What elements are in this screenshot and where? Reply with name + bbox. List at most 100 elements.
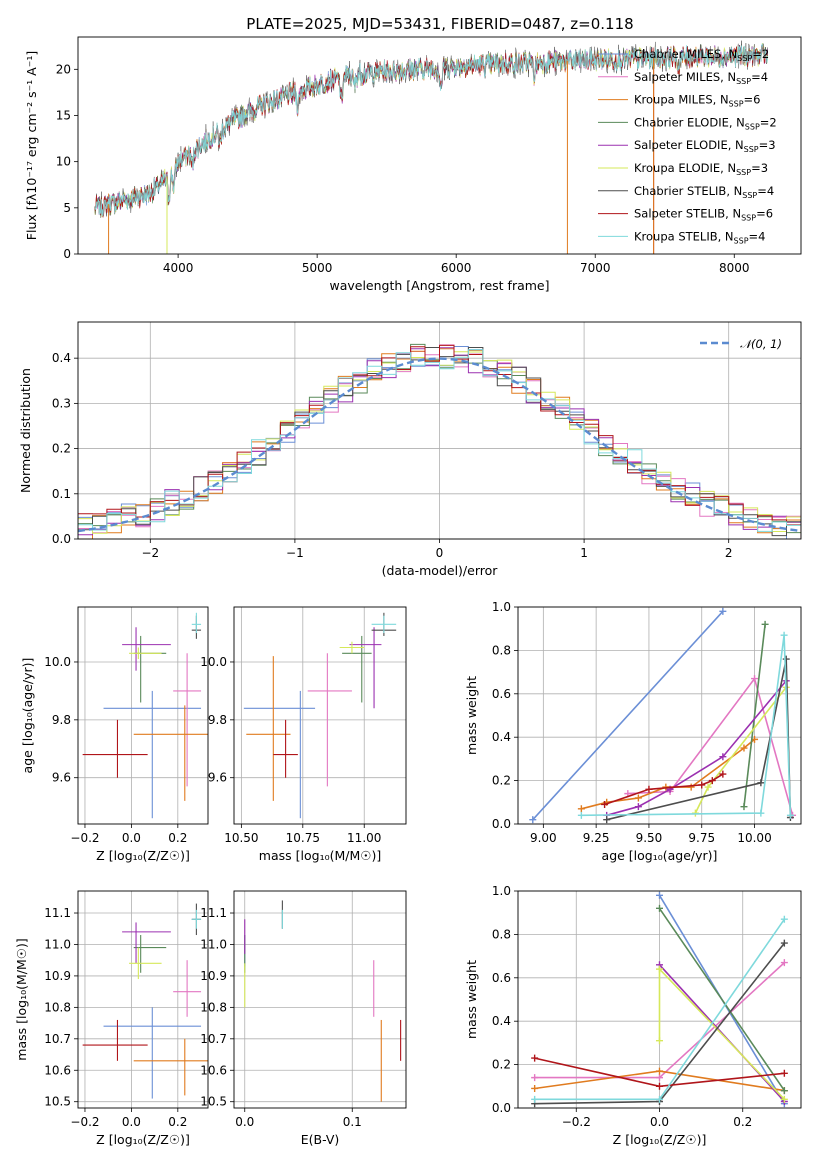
errorbar-kroupa-stelib: [191, 612, 202, 634]
weight-marker: [656, 1082, 663, 1090]
y-axis-label: mass weight: [464, 960, 479, 1039]
y-tick-label: 9.6: [52, 771, 71, 785]
weight-marker: [740, 803, 748, 811]
weight-marker: [577, 805, 585, 813]
y-tick-label: 0.8: [492, 927, 511, 941]
y-tick-label: 9.8: [208, 713, 227, 727]
errorbar-kroupa-stelib: [191, 909, 202, 929]
y-tick-label: 11.1: [200, 906, 227, 920]
x-tick-label: 7000: [580, 261, 611, 275]
legend-entry: Salpeter STELIB, NSSP=6: [634, 207, 773, 223]
errorbar-kroupa-miles: [133, 1038, 208, 1096]
y-tick-label: 10.8: [200, 1000, 227, 1014]
x-tick-label: −0.2: [70, 831, 99, 845]
errorbar-kroupa-elodie: [129, 647, 162, 660]
spectrum-line-kroupa-stelib: [94, 43, 768, 217]
x-tick-label: 1: [580, 546, 588, 560]
errorbar-salpeter-stelib: [273, 719, 298, 778]
y-tick-label: 0.6: [492, 971, 511, 985]
mass-weight-vs-metallicity-panel: −0.2 0.0 0.2 0.0 0.2 0.4 0.6 0.8 1.0 Z [log₁₀(Z/Z…: [464, 884, 802, 1147]
ticks: 0.0 0.1 10.5 10.6 10.7 10.8 10.9 11.0 11.1: [200, 906, 362, 1129]
x-axis-label: E(B-V): [301, 1132, 340, 1147]
errorbar-kroupa-elodie: [339, 641, 365, 654]
errorbar-chabrier-miles: [103, 1007, 202, 1099]
x-tick-label: 0.1: [343, 1115, 362, 1129]
y-tick-label: 10.6: [44, 1063, 71, 1077]
grid: [234, 891, 406, 1108]
errorbar-kroupa-miles: [133, 705, 208, 801]
y-tick-label: 11.0: [200, 937, 227, 951]
legend: Chabrier MILES, NSSP=2 Salpeter MILES, NS…: [598, 47, 777, 245]
errorbar-chabrier-elodie: [342, 635, 372, 703]
x-axis-label: wavelength [Angstrom, rest frame]: [329, 278, 549, 293]
x-tick-label: 0.2: [168, 831, 187, 845]
errorbar-kroupa-miles: [246, 656, 291, 801]
y-tick-label: 0.0: [492, 1101, 511, 1115]
residuals-panel: −2 −1 0 1 2 0.0 0.1 0.2 0.3 0.4 (data-model)/error…: [18, 321, 802, 578]
plot-frame: [517, 890, 802, 1109]
weight-marker: [719, 770, 727, 778]
errorbar-salpeter-stelib: [82, 719, 148, 778]
age-vs-mass-panel: 10.50 10.75 11.00 9.6 9.8 10.0 mass [log₁₀(M/M…: [200, 606, 407, 863]
y-tick-label: 0.2: [52, 442, 71, 456]
plot-frame: [77, 36, 802, 255]
y-tick-label: 0.1: [52, 487, 71, 501]
y-tick-label: 0.3: [52, 396, 71, 410]
spectrum-panel: 4000 5000 6000 7000 8000 0 5 10 15 20 wavelength […: [24, 36, 802, 293]
x-tick-label: 0: [436, 546, 444, 560]
ticks: 4000 5000 6000 7000 8000 0 5 10 15 20: [56, 62, 750, 275]
x-tick-label: 5000: [302, 261, 333, 275]
x-tick-label: 2: [725, 546, 733, 560]
x-tick-label: 8000: [719, 261, 750, 275]
x-tick-label: −0.2: [562, 1115, 591, 1129]
mass-weight-vs-age-panel: 9.00 9.25 9.50 9.75 10.00 0.0 0.2 0.4 0.6 0.8 1.0 a…: [464, 600, 802, 863]
legend-entry: Kroupa ELODIE, NSSP=3: [634, 161, 768, 177]
legend-entry: Chabrier MILES, NSSP=2: [634, 47, 769, 63]
y-tick-label: 0.6: [492, 687, 511, 701]
weight-marker: [645, 785, 653, 793]
ticks: −0.2 0.0 0.2 10.5 10.6 10.7 10.8 10.9 11.0 11.1: [44, 906, 187, 1129]
histogram-kroupa-stelib: [78, 349, 801, 539]
errorbar-salpeter-elodie: [349, 627, 382, 709]
grid: [78, 891, 208, 1108]
legend-entry: Kroupa STELIB, NSSP=4: [634, 229, 765, 245]
weight-marker: [531, 1084, 539, 1092]
weight-marker: [786, 811, 794, 819]
x-tick-label: 9.00: [530, 831, 557, 845]
errorbar-salpeter-elodie: [122, 922, 171, 964]
errorbar-salpeter-miles: [173, 653, 202, 787]
weight-marker: [656, 965, 663, 973]
weight-line-chabrier-miles: [532, 610, 724, 821]
weight-marker: [698, 781, 706, 789]
errorbar-salpeter-miles: [173, 960, 202, 1017]
x-axis-label: Z [log₁₀(Z/Z☉)]: [96, 1132, 190, 1147]
x-tick-label: 0.2: [168, 1115, 187, 1129]
y-tick-label: 11.1: [44, 906, 71, 920]
y-tick-label: 9.6: [208, 771, 227, 785]
x-tick-label: 0.0: [122, 831, 141, 845]
x-tick-label: 9.25: [583, 831, 610, 845]
y-tick-label: 0.2: [492, 774, 511, 788]
weight-marker: [656, 891, 663, 899]
ticks: 10.50 10.75 11.00 9.6 9.8 10.0: [200, 655, 381, 845]
plot-frame: [77, 890, 209, 1109]
y-axis-label: mass weight: [464, 676, 479, 755]
errorbar-chabrier-elodie: [133, 635, 167, 703]
errorbar-kroupa-elodie: [129, 947, 162, 980]
y-tick-label: 11.0: [44, 937, 71, 951]
errorbar-salpeter-miles: [307, 653, 352, 787]
weight-marker: [704, 783, 712, 791]
weight-marker: [780, 915, 788, 923]
weight-marker: [603, 816, 611, 824]
figure-title: PLATE=2025, MJD=53431, FIBERID=0487, z=0…: [246, 15, 633, 33]
y-tick-label: 0.4: [492, 1014, 511, 1028]
y-tick-label: 20: [56, 62, 71, 76]
y-tick-label: 10.7: [200, 1032, 227, 1046]
plot-frame: [77, 321, 802, 540]
error-bars: [243, 612, 397, 819]
x-axis-label: age [log₁₀(age/yr)]: [602, 848, 718, 863]
y-tick-label: 15: [56, 108, 71, 122]
y-axis-label: age [log₁₀(age/yr)]: [20, 658, 35, 774]
x-tick-label: −2: [141, 546, 159, 560]
